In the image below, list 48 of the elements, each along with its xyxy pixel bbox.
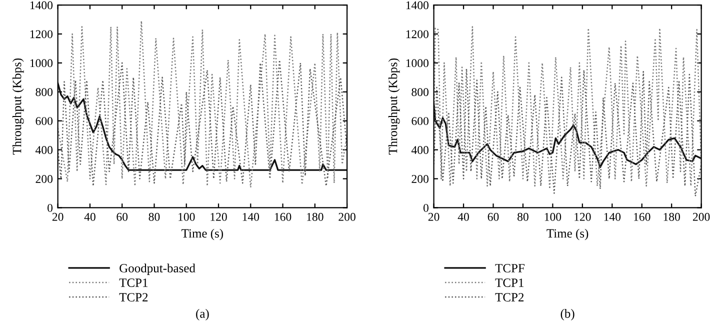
y-tick-label: 800	[36, 88, 53, 96]
x-tick-label: 80	[518, 212, 528, 221]
y-tick-label: 0	[423, 204, 428, 212]
x-tick-label: 140	[242, 212, 260, 221]
y-axis-title: Throughput (Kbps)	[388, 58, 400, 155]
x-axis-title: Time (s)	[546, 228, 588, 240]
y-tick-label: 0	[48, 204, 53, 212]
x-tick-label: 40	[458, 212, 469, 221]
y-tick-label: 800	[412, 88, 428, 96]
y-tick-label: 1000	[30, 59, 53, 68]
y-tick-label: 1200	[406, 30, 428, 38]
y-tick-label: 600	[412, 117, 428, 126]
legend-label: Goodput-based	[120, 264, 196, 275]
legend-label: TCP2	[495, 293, 524, 302]
x-tick-label: 140	[604, 212, 621, 221]
x-tick-label: 20	[428, 212, 440, 221]
y-tick-label: 400	[411, 146, 428, 154]
x-tick-label: 60	[488, 212, 499, 221]
x-tick-label: 180	[664, 212, 680, 221]
x-tick-label: 180	[307, 212, 324, 221]
text: (b)	[560, 309, 574, 320]
legend-label: TCP1	[495, 278, 524, 287]
y-tick-label: 200	[412, 174, 428, 183]
x-tick-label: 100	[178, 212, 195, 221]
y-tick-label: 600	[36, 117, 53, 126]
x-tick-label: 40	[84, 212, 96, 221]
y-tick-label: 1000	[406, 59, 428, 68]
x-tick-label: 60	[116, 212, 128, 221]
y-axis-title: Throughput (Kbps)	[12, 58, 24, 155]
y-tick-label: 200	[36, 174, 53, 183]
text: (a)	[196, 309, 209, 320]
x-tick-label: 160	[274, 212, 292, 221]
x-axis-title: Time (s)	[182, 228, 224, 240]
x-tick-label: 100	[544, 212, 562, 221]
legend-label: TCP2	[119, 293, 148, 302]
y-tick-label: 1400	[30, 1, 53, 10]
x-tick-label: 160	[634, 212, 650, 221]
x-tick-label: 80	[148, 212, 160, 221]
x-tick-label: 20	[52, 212, 64, 221]
y-tick-label: 400	[36, 146, 53, 154]
x-tick-label: 200	[692, 212, 710, 221]
y-tick-label: 1400	[406, 1, 428, 10]
x-tick-label: 120	[210, 212, 227, 221]
legend-label: TCP1	[119, 278, 148, 287]
y-tick-label: 1200	[30, 30, 53, 38]
legend-label: TCPF	[495, 264, 524, 272]
x-tick-label: 120	[574, 212, 591, 221]
x-tick-label: 200	[338, 212, 356, 221]
